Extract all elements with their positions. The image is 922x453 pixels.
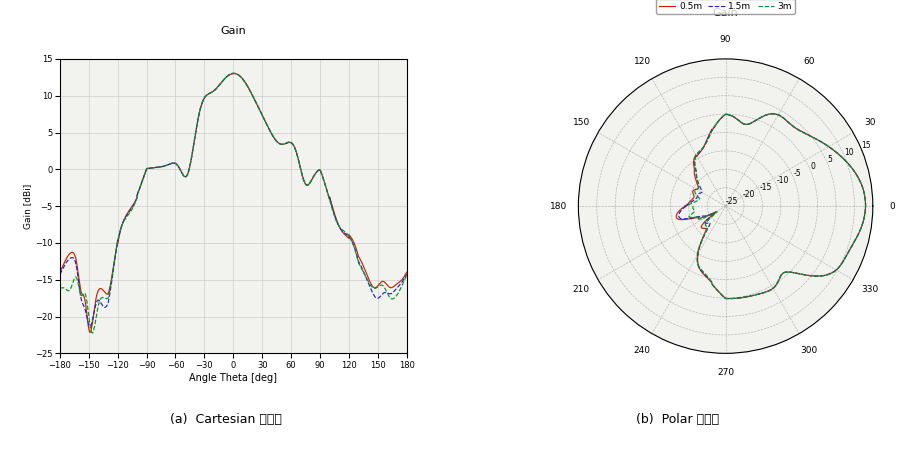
Line: 1.5m: 1.5m: [679, 114, 866, 299]
1.5m: [401, 272, 412, 277]
1.5m: [680, 203, 692, 209]
3m: [129, 202, 140, 207]
1.5m: [54, 272, 65, 277]
3m: [54, 285, 65, 291]
1.5m: [229, 71, 240, 76]
0.5m: [270, 137, 281, 143]
Text: (b)  Polar 그래프: (b) Polar 그래프: [636, 413, 719, 425]
0.5m: [54, 270, 65, 275]
3m: [151, 165, 162, 170]
3m: [681, 203, 692, 209]
Y-axis label: Gain [dBi]: Gain [dBi]: [23, 183, 32, 229]
0.5m: [401, 270, 412, 275]
3m: [688, 203, 699, 209]
3m: [401, 273, 412, 278]
Line: 0.5m: 0.5m: [60, 73, 407, 333]
0.5m: [85, 330, 96, 335]
Line: 3m: 3m: [60, 73, 407, 333]
Line: 1.5m: 1.5m: [60, 73, 407, 326]
0.5m: [797, 129, 808, 135]
1.5m: [85, 323, 96, 329]
3m: [808, 135, 819, 140]
Text: (a)  Cartesian 그래프: (a) Cartesian 그래프: [170, 413, 282, 425]
1.5m: [808, 135, 819, 140]
1.5m: [703, 276, 715, 282]
1.5m: [151, 165, 162, 170]
0.5m: [265, 128, 276, 133]
Title: Gain: Gain: [713, 8, 739, 18]
0.5m: [151, 164, 162, 170]
0.5m: [692, 185, 703, 190]
1.5m: [680, 203, 692, 209]
1.5m: [797, 129, 808, 135]
1.5m: [369, 293, 380, 298]
0.5m: [808, 135, 819, 140]
Line: 3m: 3m: [687, 114, 866, 299]
3m: [401, 272, 412, 278]
1.5m: [401, 272, 412, 277]
Legend: 0.5m, 1.5m, 3m: 0.5m, 1.5m, 3m: [656, 0, 796, 14]
3m: [712, 209, 723, 214]
1.5m: [860, 202, 871, 207]
1.5m: [680, 203, 692, 209]
0.5m: [401, 270, 412, 275]
0.5m: [738, 295, 749, 300]
0.5m: [680, 203, 691, 209]
X-axis label: Angle Theta [deg]: Angle Theta [deg]: [189, 373, 278, 383]
3m: [87, 330, 98, 336]
3m: [797, 129, 808, 135]
3m: [860, 202, 871, 208]
3m: [228, 71, 239, 76]
1.5m: [696, 187, 707, 193]
3m: [265, 128, 276, 133]
0.5m: [680, 203, 691, 209]
0.5m: [680, 203, 691, 209]
1.5m: [270, 138, 281, 143]
Line: 0.5m: 0.5m: [676, 114, 866, 299]
3m: [693, 185, 704, 191]
0.5m: [369, 285, 380, 290]
0.5m: [703, 277, 715, 282]
0.5m: [711, 209, 722, 214]
3m: [270, 138, 281, 143]
1.5m: [738, 295, 749, 300]
3m: [703, 276, 715, 281]
3m: [681, 203, 692, 209]
Title: Gain: Gain: [220, 26, 246, 36]
1.5m: [129, 201, 140, 207]
3m: [738, 294, 749, 300]
0.5m: [229, 71, 240, 76]
3m: [369, 285, 380, 291]
1.5m: [708, 210, 719, 216]
0.5m: [129, 200, 140, 206]
0.5m: [860, 202, 871, 207]
1.5m: [265, 128, 276, 133]
